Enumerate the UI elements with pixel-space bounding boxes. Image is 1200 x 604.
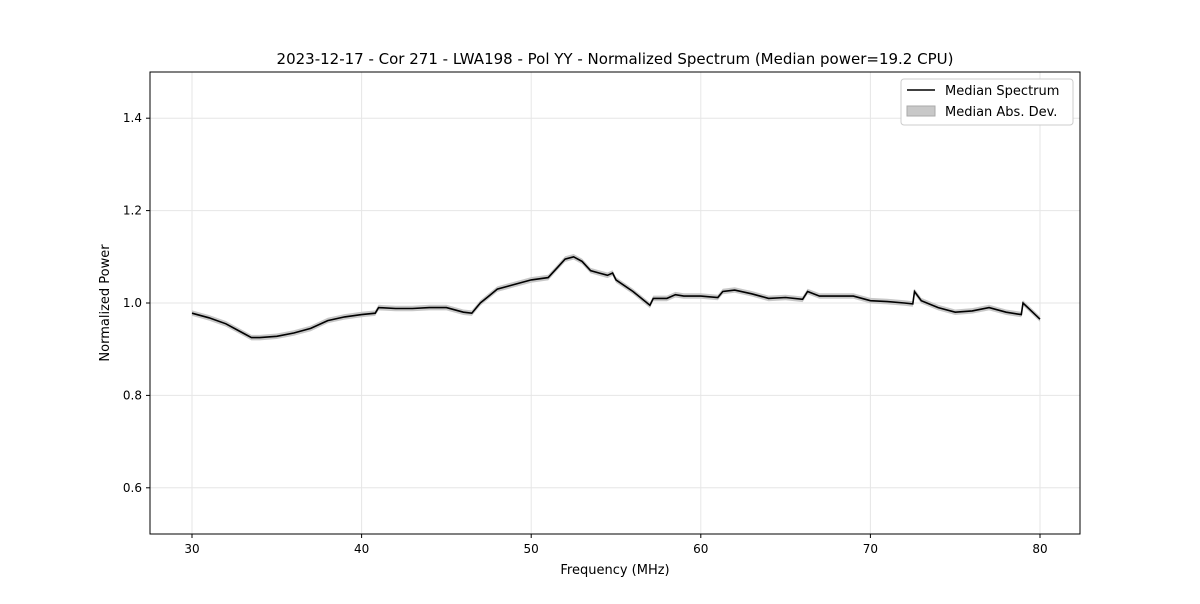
x-tick-label: 70 xyxy=(863,542,878,556)
legend-band-swatch xyxy=(906,105,936,117)
x-tick-label: 50 xyxy=(524,542,539,556)
legend-median-spectrum: Median Spectrum xyxy=(945,84,1059,99)
x-tick-label: 40 xyxy=(354,542,369,556)
legend-box xyxy=(900,78,1074,126)
grid xyxy=(150,72,1080,534)
mad-band xyxy=(192,254,1040,341)
legend: Median Spectrum Median Abs. Dev. xyxy=(900,78,1074,126)
median-spectrum-line xyxy=(191,255,1041,339)
y-axis-label: Normalized Power xyxy=(98,244,113,362)
x-axis-label: Frequency (MHz) xyxy=(560,563,669,578)
x-tick-label: 80 xyxy=(1032,542,1047,556)
ticks: 30 40 50 60 70 80 0.6 0.8 1.0 1.2 1.4 xyxy=(123,111,1048,556)
x-tick-label: 60 xyxy=(693,542,708,556)
y-tick-label: 0.6 xyxy=(123,481,142,495)
y-tick-label: 1.0 xyxy=(123,296,142,310)
y-tick-label: 1.4 xyxy=(123,111,142,125)
x-tick-label: 30 xyxy=(184,542,199,556)
y-tick-label: 1.2 xyxy=(123,204,142,218)
chart-title: 2023-12-17 - Cor 271 - LWA198 - Pol YY -… xyxy=(277,50,954,68)
legend-mad: Median Abs. Dev. xyxy=(945,105,1057,120)
y-tick-label: 0.8 xyxy=(123,388,142,402)
